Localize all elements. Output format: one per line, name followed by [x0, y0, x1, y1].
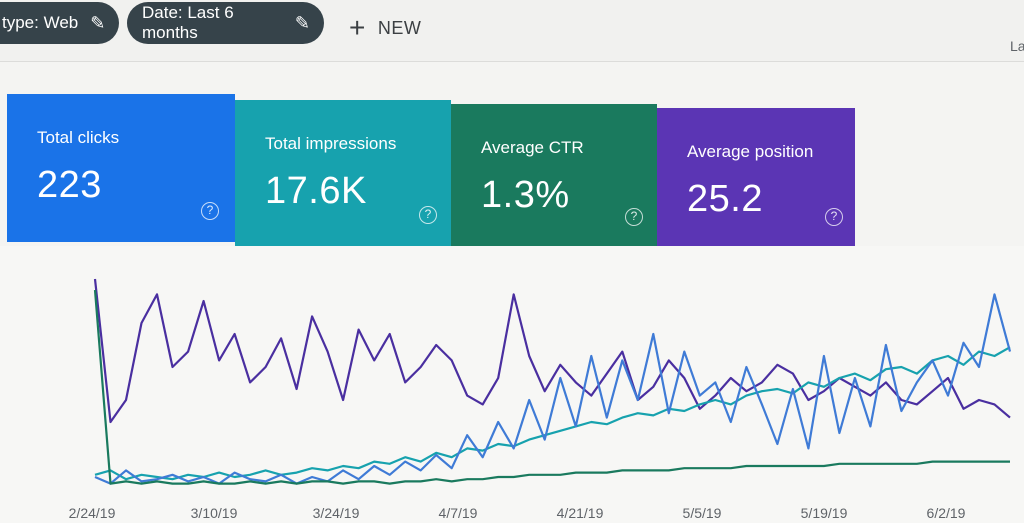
- metric-label: Average CTR: [481, 138, 584, 157]
- metric-card-average-ctr[interactable]: Average CTR 1.3% ?: [451, 104, 657, 248]
- help-icon[interactable]: ?: [201, 202, 219, 220]
- series-line-average-position: [93, 278, 1011, 424]
- metric-value: 1.3%: [481, 174, 570, 216]
- edit-pencil-icon[interactable]: ✎: [294, 13, 310, 33]
- search-type-filter-label: type: Web: [2, 13, 79, 32]
- metric-cards: Total clicks 223 ? Total impressions 17.…: [7, 94, 859, 248]
- performance-chart: 2/24/19 3/10/19 3/24/19 4/7/19 4/21/19 5/5/19…: [0, 246, 1024, 523]
- filter-toolbar: type: Web ✎ Date: Last 6 months ✎ + NEW …: [0, 0, 1024, 62]
- series-line-total-clicks: [94, 293, 1012, 485]
- metric-value: 25.2: [687, 178, 763, 220]
- new-filter-button[interactable]: + NEW: [349, 10, 421, 46]
- date-filter-label: Date: Last 6 months: [142, 3, 234, 42]
- metric-value: 223: [37, 164, 102, 206]
- x-tick-label: 3/10/19: [191, 505, 238, 521]
- metric-label: Total impressions: [265, 134, 397, 153]
- series-line-total-impressions: [94, 346, 1011, 481]
- metric-card-total-clicks[interactable]: Total clicks 223 ?: [7, 94, 235, 242]
- help-icon[interactable]: ?: [625, 208, 643, 226]
- x-tick-label: 5/19/19: [801, 505, 848, 521]
- x-tick-label: 6/2/19: [927, 505, 966, 521]
- x-tick-label: 4/7/19: [439, 505, 478, 521]
- series-line-average-ctr: [93, 289, 1010, 485]
- x-tick-label: 4/21/19: [557, 505, 604, 521]
- x-tick-label: 2/24/19: [69, 505, 116, 521]
- metric-label: Total clicks: [37, 128, 120, 147]
- search-type-filter-chip[interactable]: type: Web ✎: [0, 2, 120, 44]
- metric-value: 17.6K: [265, 170, 367, 212]
- x-tick-label: 5/5/19: [683, 505, 722, 521]
- metric-card-average-position[interactable]: Average position 25.2 ?: [657, 108, 855, 248]
- new-filter-label: NEW: [377, 17, 422, 38]
- last-updated-label: La: [1010, 38, 1024, 54]
- date-filter-chip[interactable]: Date: Last 6 months ✎: [127, 2, 324, 44]
- edit-pencil-icon[interactable]: ✎: [90, 13, 106, 33]
- metric-card-total-impressions[interactable]: Total impressions 17.6K ?: [235, 100, 451, 246]
- help-icon[interactable]: ?: [419, 206, 437, 224]
- help-icon[interactable]: ?: [825, 208, 843, 226]
- performance-line-chart: 2/24/19 3/10/19 3/24/19 4/7/19 4/21/19 5/5/19…: [69, 278, 1012, 521]
- plus-icon: +: [349, 12, 366, 43]
- metric-label: Average position: [687, 142, 814, 161]
- x-tick-label: 3/24/19: [313, 505, 360, 521]
